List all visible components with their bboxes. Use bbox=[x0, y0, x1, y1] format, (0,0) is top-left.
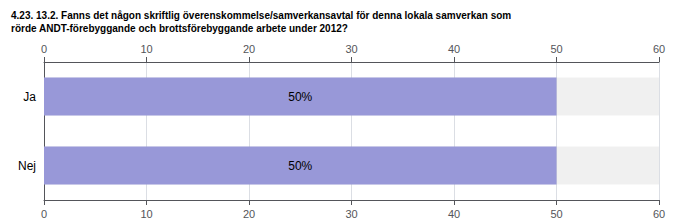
svg-text:50%: 50% bbox=[288, 159, 312, 173]
svg-text:60: 60 bbox=[653, 43, 665, 55]
svg-text:60: 60 bbox=[653, 208, 665, 220]
svg-text:Ja: Ja bbox=[23, 90, 36, 104]
svg-text:0: 0 bbox=[41, 43, 47, 55]
svg-text:50: 50 bbox=[550, 208, 562, 220]
svg-text:0: 0 bbox=[41, 208, 47, 220]
svg-text:20: 20 bbox=[243, 43, 255, 55]
svg-text:50: 50 bbox=[550, 43, 562, 55]
svg-text:Nej: Nej bbox=[18, 159, 36, 173]
svg-text:10: 10 bbox=[140, 43, 152, 55]
svg-text:20: 20 bbox=[243, 208, 255, 220]
svg-text:rörde ANDT-förebyggande och br: rörde ANDT-förebyggande och brottsföreby… bbox=[11, 23, 348, 34]
svg-text:4.23. 13.2. Fanns det någon sk: 4.23. 13.2. Fanns det någon skriftlig öv… bbox=[11, 10, 511, 21]
svg-text:50%: 50% bbox=[288, 90, 312, 104]
svg-text:30: 30 bbox=[345, 43, 357, 55]
svg-text:40: 40 bbox=[448, 208, 460, 220]
svg-text:40: 40 bbox=[448, 43, 460, 55]
svg-text:10: 10 bbox=[140, 208, 152, 220]
svg-text:30: 30 bbox=[345, 208, 357, 220]
